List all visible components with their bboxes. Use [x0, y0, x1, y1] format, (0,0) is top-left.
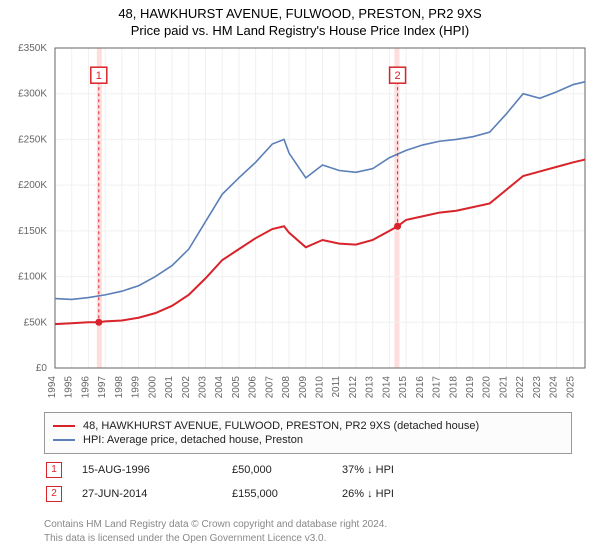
x-tick-label: 2015 [398, 376, 409, 399]
legend-swatch [53, 425, 75, 427]
transaction-marker: 1 [46, 462, 62, 478]
x-tick-label: 2011 [331, 376, 342, 398]
x-tick-label: 2016 [415, 376, 426, 399]
x-tick-label: 2023 [532, 376, 543, 399]
marker-number: 2 [395, 70, 401, 82]
x-tick-label: 2022 [515, 376, 526, 399]
footer-line1: Contains HM Land Registry data © Crown c… [44, 518, 554, 532]
marker-dot [394, 223, 401, 230]
transaction-row: 1 15-AUG-1996£50,00037% ↓ HPI [44, 458, 554, 482]
x-tick-label: 2021 [498, 376, 509, 399]
title-address: 48, HAWKHURST AVENUE, FULWOOD, PRESTON, … [0, 6, 600, 21]
x-tick-label: 2002 [181, 376, 192, 399]
legend-label: 48, HAWKHURST AVENUE, FULWOOD, PRESTON, … [83, 420, 479, 432]
y-tick-label: £300K [18, 89, 47, 100]
y-tick-label: £0 [36, 363, 48, 374]
x-tick-label: 1996 [80, 376, 91, 399]
x-tick-label: 2007 [264, 376, 275, 399]
title-subtitle: Price paid vs. HM Land Registry's House … [0, 23, 600, 38]
x-tick-label: 2013 [365, 376, 376, 399]
y-tick-label: £250K [18, 134, 47, 145]
legend-swatch [53, 439, 75, 441]
x-tick-label: 1997 [97, 376, 108, 399]
x-tick-label: 2009 [298, 376, 309, 399]
y-tick-label: £50K [24, 317, 48, 328]
footer-line2: This data is licensed under the Open Gov… [44, 532, 554, 546]
x-tick-label: 2025 [565, 376, 576, 399]
x-tick-label: 2024 [549, 376, 560, 399]
y-tick-label: £200K [18, 180, 47, 191]
transaction-marker: 2 [46, 486, 62, 502]
x-tick-label: 2019 [465, 376, 476, 399]
x-tick-label: 2018 [448, 376, 459, 399]
x-tick-label: 2020 [482, 376, 493, 399]
x-tick-label: 2001 [164, 376, 175, 399]
transaction-hpi-diff: 26% ↓ HPI [342, 488, 462, 500]
x-tick-label: 2012 [348, 376, 359, 399]
x-tick-label: 2010 [315, 376, 326, 399]
x-tick-label: 2003 [197, 376, 208, 399]
transaction-band [394, 48, 399, 368]
y-tick-label: £350K [18, 44, 47, 54]
legend-row: HPI: Average price, detached house, Pres… [53, 433, 563, 447]
x-tick-label: 2008 [281, 376, 292, 399]
x-tick-label: 1999 [131, 376, 142, 399]
y-tick-label: £150K [18, 226, 47, 237]
transaction-row: 2 27-JUN-2014£155,00026% ↓ HPI [44, 482, 554, 506]
y-tick-label: £100K [18, 272, 47, 283]
marker-dot [95, 319, 102, 326]
legend-row: 48, HAWKHURST AVENUE, FULWOOD, PRESTON, … [53, 419, 563, 433]
transaction-date: 27-JUN-2014 [82, 488, 232, 500]
x-tick-label: 1995 [64, 376, 75, 399]
x-tick-label: 1998 [114, 376, 125, 399]
chart-titles: 48, HAWKHURST AVENUE, FULWOOD, PRESTON, … [0, 0, 600, 38]
plot-background [55, 48, 585, 368]
x-tick-label: 2005 [231, 376, 242, 399]
x-tick-label: 2017 [432, 376, 443, 399]
x-tick-label: 2006 [248, 376, 259, 399]
chart-area: £0 £50K £100K £150K £200K £250K £300K £350K 1994… [0, 44, 600, 404]
marker-number: 1 [96, 70, 102, 82]
footer-attribution: Contains HM Land Registry data © Crown c… [44, 518, 554, 545]
transaction-table: 1 15-AUG-1996£50,00037% ↓ HPI 2 27-JUN-2014… [44, 458, 554, 506]
x-tick-label: 1994 [47, 376, 58, 399]
x-tick-label: 2000 [147, 376, 158, 399]
transaction-date: 15-AUG-1996 [82, 464, 232, 476]
legend-label: HPI: Average price, detached house, Pres… [83, 434, 303, 446]
x-tick-label: 2004 [214, 376, 225, 399]
transaction-hpi-diff: 37% ↓ HPI [342, 464, 462, 476]
legend: 48, HAWKHURST AVENUE, FULWOOD, PRESTON, … [44, 412, 572, 454]
x-tick-label: 2014 [381, 376, 392, 399]
transaction-price: £50,000 [232, 464, 342, 476]
transaction-price: £155,000 [232, 488, 342, 500]
